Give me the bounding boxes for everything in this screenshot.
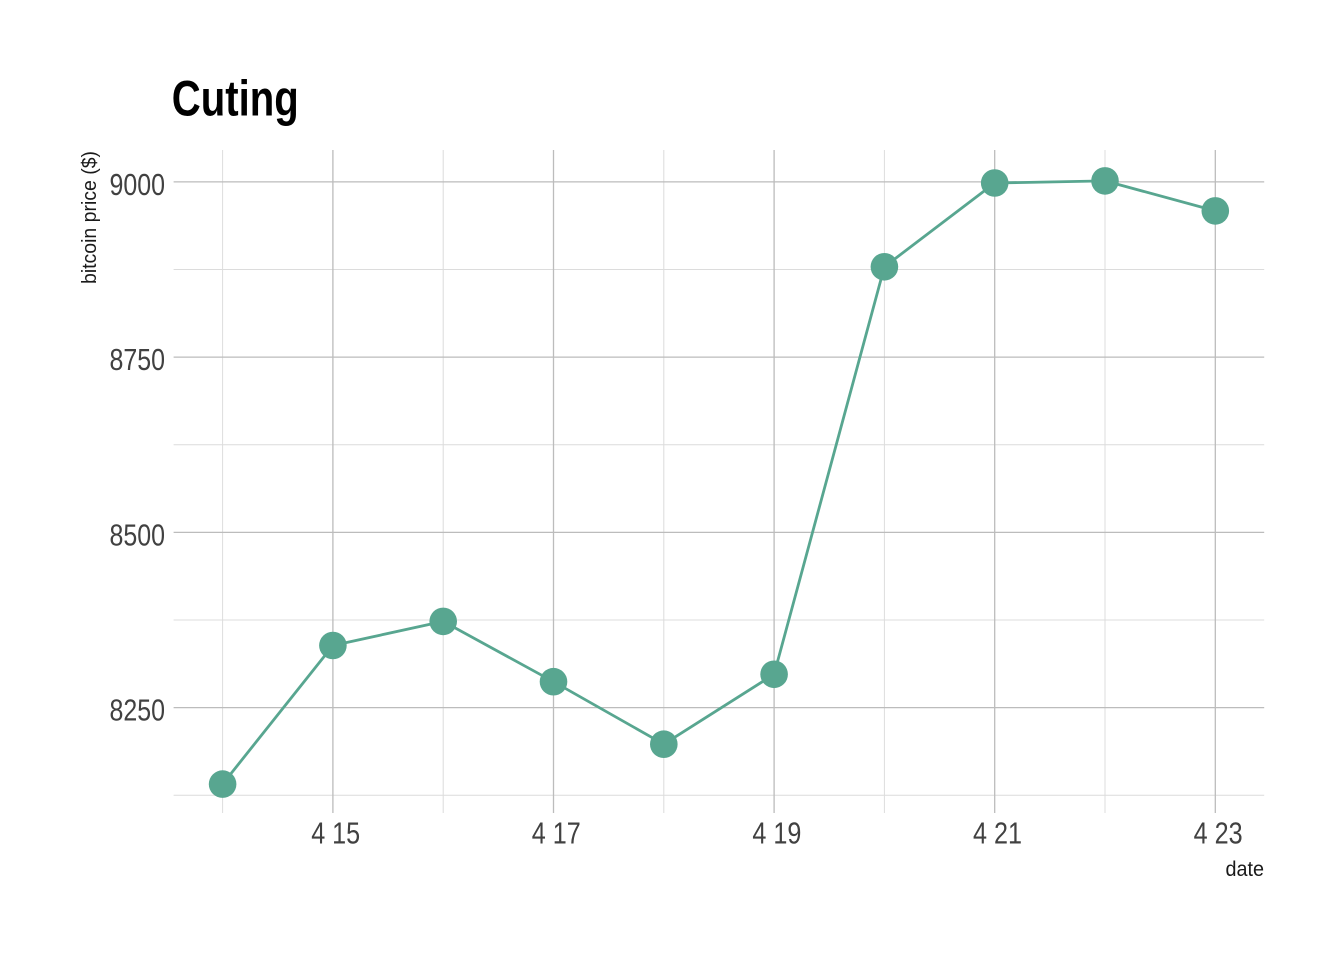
svg-text:8250: 8250 xyxy=(110,694,166,728)
svg-text:8750: 8750 xyxy=(110,343,166,377)
svg-text:8500: 8500 xyxy=(110,518,166,552)
svg-text:4 15: 4 15 xyxy=(311,817,360,851)
svg-text:Cuting: Cuting xyxy=(172,70,299,126)
svg-text:4 21: 4 21 xyxy=(973,817,1022,851)
svg-text:4 23: 4 23 xyxy=(1194,817,1243,851)
svg-text:bitcoin price ($): bitcoin price ($) xyxy=(79,151,101,284)
svg-text:9000: 9000 xyxy=(110,168,166,202)
svg-text:date: date xyxy=(1226,858,1265,881)
svg-text:4 19: 4 19 xyxy=(752,817,801,851)
svg-text:4 17: 4 17 xyxy=(532,817,581,851)
